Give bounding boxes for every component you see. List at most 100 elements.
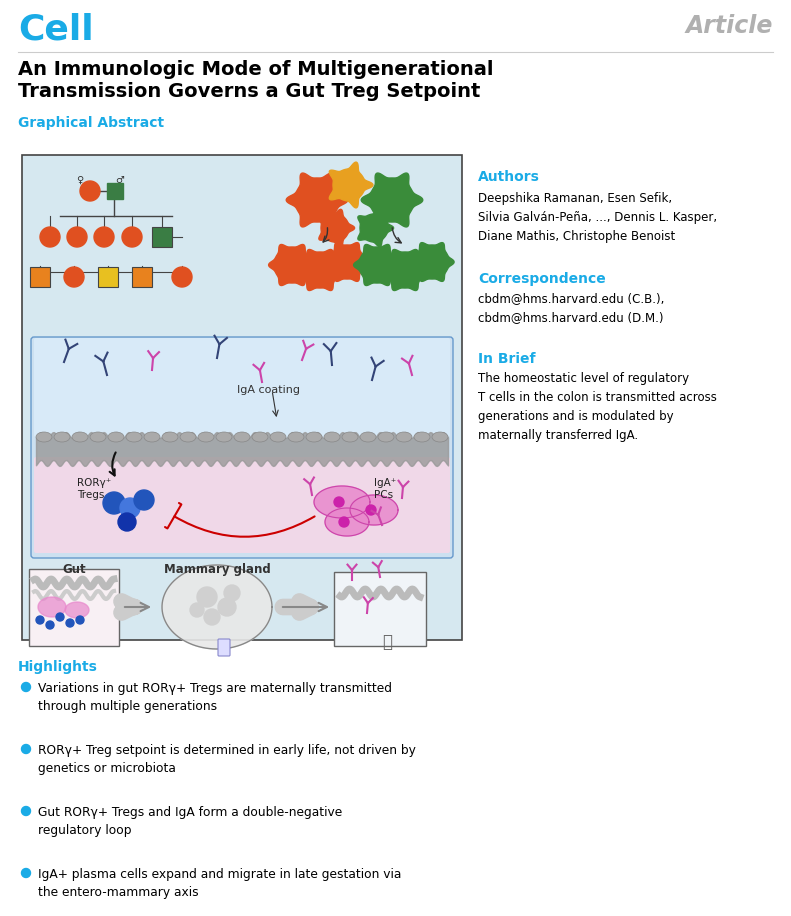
Circle shape — [94, 227, 114, 247]
Text: Highlights: Highlights — [18, 660, 98, 674]
Circle shape — [339, 517, 349, 527]
Ellipse shape — [306, 432, 322, 442]
Circle shape — [67, 227, 87, 247]
Ellipse shape — [360, 432, 376, 442]
Polygon shape — [350, 495, 398, 525]
Ellipse shape — [324, 432, 340, 442]
FancyBboxPatch shape — [98, 267, 118, 287]
Ellipse shape — [108, 432, 124, 442]
Polygon shape — [65, 602, 89, 618]
Text: Mammary gland: Mammary gland — [164, 563, 271, 576]
Polygon shape — [325, 243, 369, 281]
Ellipse shape — [396, 432, 412, 442]
Circle shape — [224, 585, 240, 601]
Circle shape — [21, 745, 31, 754]
Ellipse shape — [126, 432, 142, 442]
Polygon shape — [286, 173, 348, 227]
Polygon shape — [325, 508, 369, 536]
Circle shape — [66, 619, 74, 627]
Text: Authors: Authors — [478, 170, 540, 184]
Polygon shape — [314, 486, 370, 518]
FancyBboxPatch shape — [107, 183, 123, 199]
Polygon shape — [329, 162, 373, 208]
FancyBboxPatch shape — [34, 338, 450, 437]
Polygon shape — [319, 210, 354, 246]
Circle shape — [172, 267, 192, 287]
Polygon shape — [358, 210, 394, 246]
Ellipse shape — [216, 432, 232, 442]
Polygon shape — [162, 565, 272, 649]
Text: Transmission Governs a Gut Treg Setpoint: Transmission Governs a Gut Treg Setpoint — [18, 82, 480, 101]
Text: 🐟: 🐟 — [382, 633, 392, 651]
Circle shape — [190, 603, 204, 617]
Text: Gut RORγ+ Tregs and IgA form a double-negative
regulatory loop: Gut RORγ+ Tregs and IgA form a double-ne… — [38, 806, 343, 837]
Polygon shape — [38, 597, 66, 617]
Text: IgA coating: IgA coating — [237, 385, 300, 395]
Text: Cell: Cell — [18, 12, 93, 46]
FancyBboxPatch shape — [34, 457, 450, 553]
Circle shape — [21, 806, 31, 815]
Text: IgA+ plasma cells expand and migrate in late gestation via
the entero-mammary ax: IgA+ plasma cells expand and migrate in … — [38, 868, 401, 899]
Ellipse shape — [54, 432, 70, 442]
FancyBboxPatch shape — [152, 227, 172, 247]
Polygon shape — [381, 249, 429, 290]
Polygon shape — [354, 245, 400, 286]
Ellipse shape — [162, 432, 178, 442]
Ellipse shape — [378, 432, 394, 442]
Ellipse shape — [234, 432, 250, 442]
FancyBboxPatch shape — [218, 639, 230, 656]
Text: Deepshika Ramanan, Esen Sefik,
Silvia Galván-Peña, ..., Dennis L. Kasper,
Diane : Deepshika Ramanan, Esen Sefik, Silvia Ga… — [478, 192, 717, 243]
Circle shape — [134, 490, 154, 510]
Circle shape — [21, 682, 31, 692]
Ellipse shape — [144, 432, 160, 442]
Circle shape — [21, 868, 31, 878]
FancyBboxPatch shape — [132, 267, 152, 287]
Circle shape — [366, 505, 376, 515]
Ellipse shape — [90, 432, 106, 442]
Polygon shape — [297, 249, 343, 290]
Circle shape — [56, 613, 64, 621]
Circle shape — [120, 498, 140, 518]
Text: An Immunologic Mode of Multigenerational: An Immunologic Mode of Multigenerational — [18, 60, 494, 79]
Text: Correspondence: Correspondence — [478, 272, 606, 286]
Text: ♂: ♂ — [115, 175, 124, 185]
Text: IgA⁺
PCs: IgA⁺ PCs — [374, 478, 396, 499]
Circle shape — [122, 227, 142, 247]
Text: RORγ+ Treg setpoint is determined in early life, not driven by
genetics or micro: RORγ+ Treg setpoint is determined in ear… — [38, 744, 416, 775]
Ellipse shape — [198, 432, 214, 442]
FancyBboxPatch shape — [30, 267, 50, 287]
FancyBboxPatch shape — [31, 337, 453, 558]
Polygon shape — [269, 245, 316, 286]
Circle shape — [118, 513, 136, 531]
Text: In Brief: In Brief — [478, 352, 536, 366]
Polygon shape — [410, 243, 454, 281]
Circle shape — [218, 598, 236, 616]
Circle shape — [197, 587, 217, 607]
Text: RORγ⁺
Tregs: RORγ⁺ Tregs — [77, 478, 112, 499]
Ellipse shape — [270, 432, 286, 442]
FancyBboxPatch shape — [334, 572, 426, 646]
FancyBboxPatch shape — [29, 569, 119, 646]
Text: Article: Article — [686, 14, 773, 38]
Text: The homeostatic level of regulatory
T cells in the colon is transmitted across
g: The homeostatic level of regulatory T ce… — [478, 372, 717, 442]
Circle shape — [204, 609, 220, 625]
Ellipse shape — [432, 432, 448, 442]
Ellipse shape — [288, 432, 304, 442]
Ellipse shape — [180, 432, 196, 442]
Circle shape — [36, 616, 44, 624]
Circle shape — [40, 227, 60, 247]
Text: cbdm@hms.harvard.edu (C.B.),
cbdm@hms.harvard.edu (D.M.): cbdm@hms.harvard.edu (C.B.), cbdm@hms.ha… — [478, 292, 664, 324]
Text: Graphical Abstract: Graphical Abstract — [18, 116, 164, 130]
Text: ♀: ♀ — [77, 175, 84, 185]
Ellipse shape — [414, 432, 430, 442]
Circle shape — [334, 497, 344, 507]
Circle shape — [64, 267, 84, 287]
Text: Gut: Gut — [62, 563, 85, 576]
Ellipse shape — [72, 432, 88, 442]
Circle shape — [80, 181, 100, 201]
Ellipse shape — [342, 432, 358, 442]
Polygon shape — [361, 173, 423, 227]
Circle shape — [46, 621, 54, 629]
Circle shape — [76, 616, 84, 624]
Ellipse shape — [252, 432, 268, 442]
